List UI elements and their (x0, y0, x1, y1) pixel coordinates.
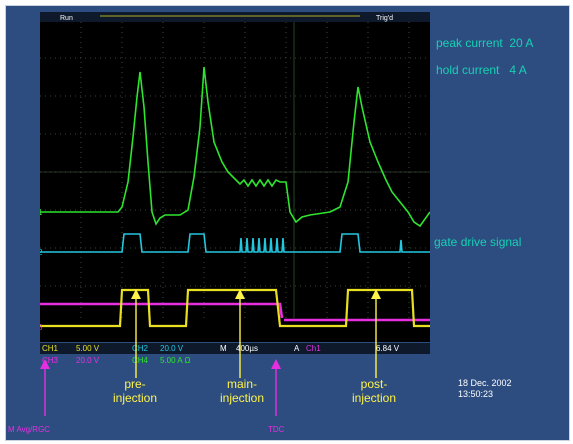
graticule (40, 22, 430, 318)
current-trace (40, 66, 430, 228)
readout-trigger-value: 6.84 V (376, 344, 400, 353)
channel-marker-2: 2 (40, 248, 43, 257)
readout-ch2-value: 20.0 V (160, 344, 184, 353)
readout-m-value: 400µs (236, 344, 258, 353)
annotation-arrows (40, 289, 381, 416)
hold-current-label: hold current 4 A (436, 63, 527, 77)
time-label: 13:50:23 (458, 389, 494, 399)
status-bar (40, 12, 430, 22)
status-trig: Trig'd (376, 15, 393, 22)
readout-row-1: CH1 5.00 V CH2 20.0 V M 400µs A Ch1 6.84… (40, 343, 430, 354)
readout-ch1-value: 5.00 V (76, 344, 100, 353)
tdc-label: TDC (268, 425, 285, 434)
date-label: 18 Dec. 2002 (458, 378, 512, 388)
channel-marker-1: 1 (40, 208, 43, 217)
oscilloscope-screen: Run Trig'd 1 2 3 (40, 12, 430, 342)
magenta-trace (40, 302, 284, 319)
pre-injection-label: pre- injection (112, 377, 158, 405)
post-injection-label: post- injection (351, 377, 397, 405)
status-run: Run (60, 15, 73, 22)
gate-drive-label: gate drive signal (434, 235, 522, 249)
gate-drive-trace (40, 233, 430, 253)
bottom-left-label: M Avg/RGC (8, 425, 51, 434)
channel-marker-3: 3 (40, 323, 43, 332)
readout-row-2: CH3 20.0 V CH4 5.00 A Ω (40, 355, 280, 366)
readout-ch3-value: 20.0 V (76, 356, 100, 365)
readout-ch4-label: CH4 (132, 356, 149, 365)
peak-current-label: peak current 20 A (436, 36, 534, 50)
readout-a-label: A (294, 344, 300, 353)
readout-ch2-label: CH2 (132, 344, 149, 353)
readout-ch4-value: 5.00 A Ω (160, 356, 191, 365)
screen-background (40, 12, 430, 342)
readout-ch1-label: CH1 (42, 344, 59, 353)
main-injection-label: main- injection (219, 377, 265, 405)
injector-trace (40, 288, 430, 328)
oscilloscope-figure: Run Trig'd 1 2 3 CH1 5.00 V CH2 20.0 V M… (5, 5, 570, 441)
readout-a-value: Ch1 (306, 344, 321, 353)
readout-m-label: M (220, 344, 227, 353)
readout-ch3-label: CH3 (42, 356, 59, 365)
